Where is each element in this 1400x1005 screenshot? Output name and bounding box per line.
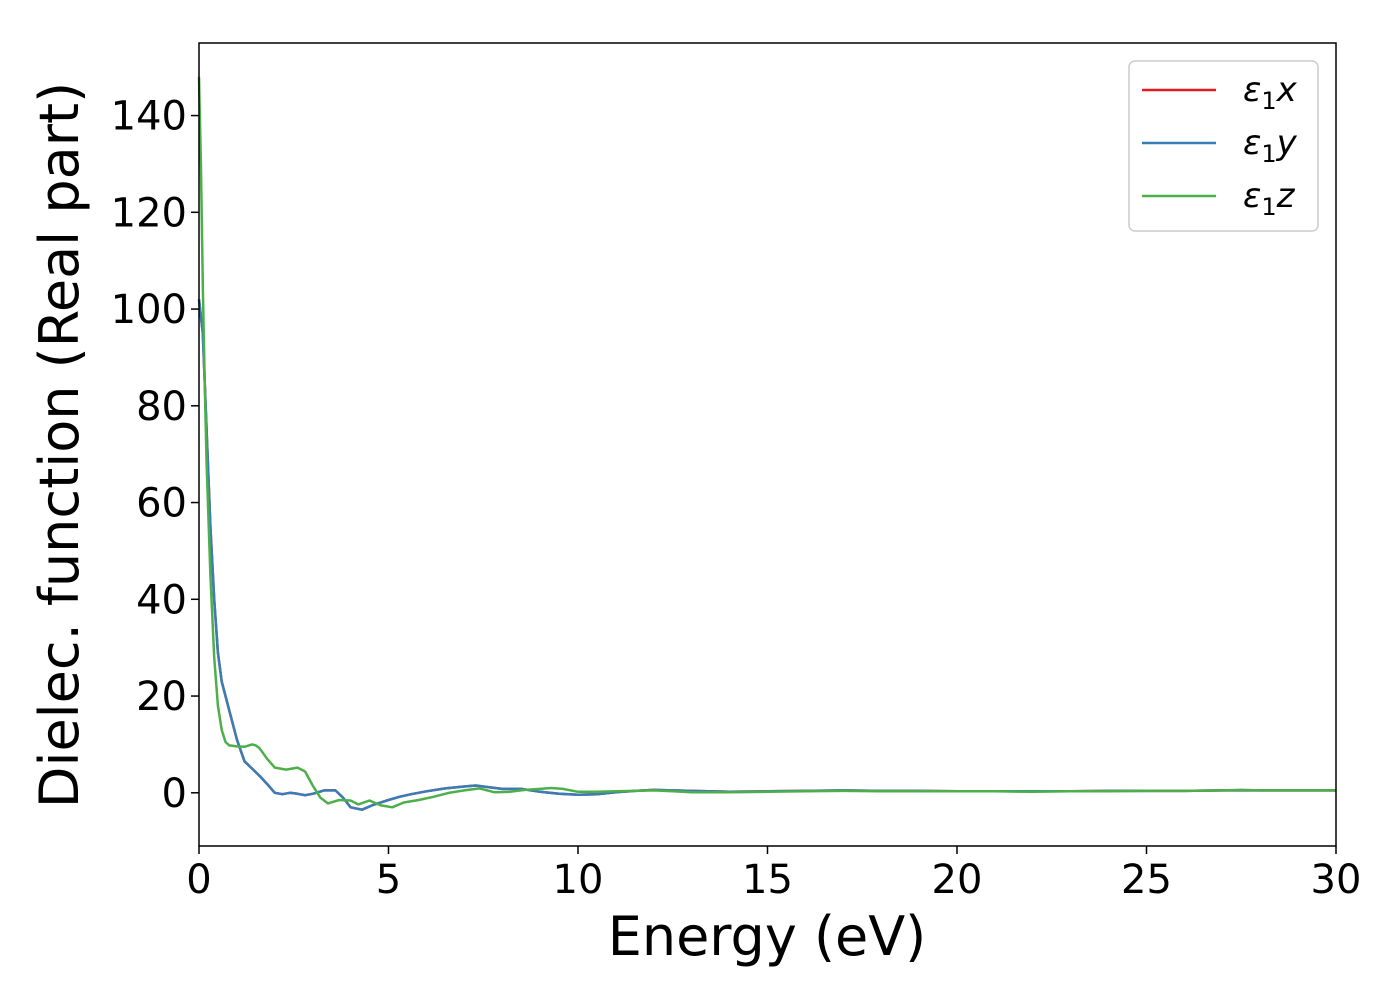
y-tick-label: 60 xyxy=(136,481,187,527)
legend-label-subscript: 1 xyxy=(1261,140,1276,168)
legend-label-suffix: y xyxy=(1276,123,1298,163)
legend-label-suffix: z xyxy=(1276,176,1296,216)
legend-label-base: ε xyxy=(1243,123,1261,163)
y-tick-label: 140 xyxy=(111,94,187,140)
y-tick-label: 120 xyxy=(111,190,187,236)
legend-label-suffix: x xyxy=(1276,70,1298,110)
x-tick-label: 10 xyxy=(553,857,604,903)
legend-label-z: ε1z xyxy=(1243,176,1296,221)
series-layer xyxy=(197,76,1336,811)
legend-label-base: ε xyxy=(1243,70,1261,110)
x-tick-label: 30 xyxy=(1311,857,1362,903)
legend-label-y: ε1y xyxy=(1243,123,1298,168)
y-tick-label: 100 xyxy=(111,287,187,333)
legend-label-base: ε xyxy=(1243,176,1261,216)
legend-label-subscript: 1 xyxy=(1261,87,1276,115)
x-axis-label: Energy (eV) xyxy=(608,905,927,968)
x-tick-label: 20 xyxy=(932,857,983,903)
legend-box xyxy=(1128,60,1319,232)
y-tick-label: 0 xyxy=(162,771,187,817)
series-line-z xyxy=(197,76,1336,809)
x-tick-label: 0 xyxy=(186,857,211,903)
y-axis-label: Dielec. function (Real part) xyxy=(28,82,91,808)
legend-label-x: ε1x xyxy=(1243,70,1298,115)
x-tick-label: 25 xyxy=(1121,857,1172,903)
x-tick-label: 5 xyxy=(376,857,401,903)
y-tick-label: 40 xyxy=(136,577,187,623)
x-tick-label: 15 xyxy=(742,857,793,903)
x-axis: 0 5 10 15 20 25 30 xyxy=(186,846,1361,903)
y-tick-label: 20 xyxy=(136,674,187,720)
y-axis: 0 20 40 60 80 100 120 140 xyxy=(111,94,199,817)
legend-label-subscript: 1 xyxy=(1261,193,1276,221)
y-tick-label: 80 xyxy=(136,384,187,430)
